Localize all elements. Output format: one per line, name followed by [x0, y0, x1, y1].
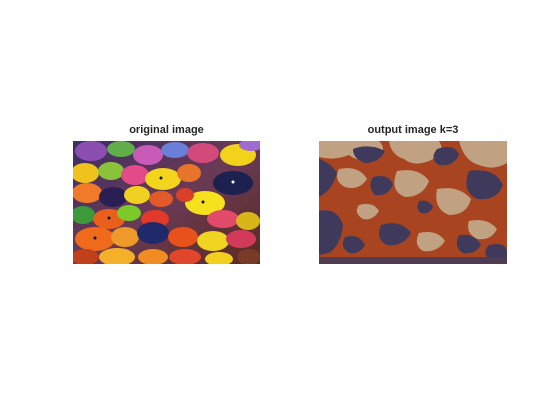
original-image-graphic: [73, 141, 260, 264]
output-image: [319, 141, 507, 264]
left-panel-title: original image: [129, 124, 204, 136]
right-panel-title: output image k=3: [367, 124, 459, 136]
original-image: [73, 141, 260, 264]
output-image-graphic: [319, 141, 507, 264]
